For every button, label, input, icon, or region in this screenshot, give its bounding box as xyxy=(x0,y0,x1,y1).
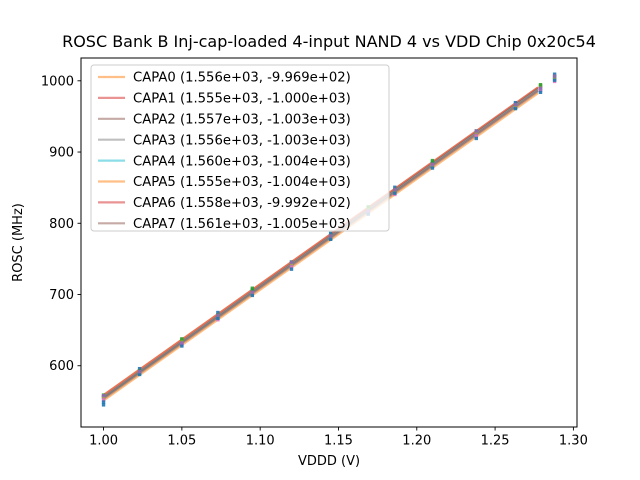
y-tick-label: 900 xyxy=(49,146,74,161)
data-point-capa6 xyxy=(180,337,184,341)
legend-label-capa6: CAPA6 (1.558e+03, -9.992e+02) xyxy=(133,196,351,211)
data-point-capa3 xyxy=(101,398,106,402)
fit-line-capa3 xyxy=(102,91,539,401)
legend-label-capa3: CAPA3 (1.556e+03, -1.003e+03) xyxy=(133,133,351,148)
data-point-capa5 xyxy=(430,166,435,170)
data-point-capa7 xyxy=(393,187,397,192)
y-tick-label: 1000 xyxy=(41,74,74,89)
data-point-capa7 xyxy=(101,393,106,398)
data-point-capa6 xyxy=(430,158,435,163)
tick-labels-layer: 1.00 1.05 1.10 1.15 1.20 1.25 1.30 600 700 800 900… xyxy=(41,74,588,448)
x-tick-label: 1.20 xyxy=(402,434,431,449)
legend-entry: CAPA2 (1.557e+03, -1.003e+03) xyxy=(98,113,351,128)
data-point-capa3 xyxy=(474,134,478,138)
legend-label-capa7: CAPA7 (1.561e+03, -1.005e+03) xyxy=(133,217,351,232)
data-point-capa5 xyxy=(552,78,557,82)
data-point-capa0 xyxy=(101,403,106,407)
data-point-capa7 xyxy=(474,129,478,133)
y-tick-label: 600 xyxy=(49,359,74,374)
data-point-capa5 xyxy=(250,293,255,298)
x-tick-label: 1.30 xyxy=(559,434,588,449)
data-point-capa7 xyxy=(430,162,435,166)
data-point-capa0 xyxy=(137,366,142,371)
data-point-capa5 xyxy=(137,372,142,377)
legend-entry: CAPA4 (1.560e+03, -1.004e+03) xyxy=(98,154,351,169)
legend-entry: CAPA0 (1.556e+03, -9.969e+02) xyxy=(98,71,351,86)
legend-label-capa5: CAPA5 (1.555e+03, -1.004e+03) xyxy=(133,175,351,190)
y-tick-label: 700 xyxy=(49,288,74,303)
data-point-capa7 xyxy=(513,102,518,107)
y-axis-label: ROSC (MHz) xyxy=(11,203,26,282)
x-tick-label: 1.25 xyxy=(481,434,510,449)
data-point-capa0 xyxy=(552,72,557,76)
data-point-capa7 xyxy=(328,234,333,238)
data-point-capa7 xyxy=(250,290,255,294)
legend-label-capa1: CAPA1 (1.555e+03, -1.000e+03) xyxy=(133,92,351,107)
plot-border xyxy=(80,57,578,428)
data-point-capa7 xyxy=(216,313,220,317)
data-point-capa6 xyxy=(250,286,255,290)
x-tick-label: 1.05 xyxy=(167,434,196,449)
data-point-capa6 xyxy=(538,83,543,87)
chart-title: ROSC Bank B Inj-cap-loaded 4-input NAND … xyxy=(62,32,596,51)
data-point-capa5 xyxy=(180,344,184,348)
fit-line-capa6 xyxy=(102,86,539,397)
legend-label-capa4: CAPA4 (1.560e+03, -1.004e+03) xyxy=(133,154,351,169)
legend-label-capa0: CAPA0 (1.556e+03, -9.969e+02) xyxy=(133,71,351,86)
data-point-capa5 xyxy=(513,106,518,111)
legend-entry: CAPA5 (1.555e+03, -1.004e+03) xyxy=(98,175,351,190)
legend-entry: CAPA6 (1.558e+03, -9.992e+02) xyxy=(98,196,351,211)
data-point-capa7 xyxy=(180,341,184,345)
data-point-capa5 xyxy=(216,316,220,321)
data-point-capa5 xyxy=(538,90,543,95)
data-point-capa5 xyxy=(101,400,106,404)
data-point-capa7 xyxy=(538,86,543,90)
data-point-capa3 xyxy=(538,88,543,92)
y-tick-label: 800 xyxy=(49,217,74,232)
legend-box xyxy=(90,64,390,232)
legend-entry: CAPA3 (1.556e+03, -1.003e+03) xyxy=(98,133,351,148)
x-tick-label: 1.10 xyxy=(246,434,275,449)
axes-layer xyxy=(77,57,578,431)
data-point-capa0 xyxy=(216,310,220,315)
data-point-capa7 xyxy=(137,369,142,374)
data-point-capa5 xyxy=(393,191,397,195)
fit-line-capa7 xyxy=(102,88,539,399)
legend-entry: CAPA7 (1.561e+03, -1.005e+03) xyxy=(98,217,351,232)
data-point-capa5 xyxy=(328,237,333,242)
data-point-capa5 xyxy=(289,267,294,271)
x-tick-label: 1.00 xyxy=(89,434,118,449)
data-point-capa7 xyxy=(289,260,294,264)
data-point-capa0 xyxy=(513,100,518,105)
fit-line-capa5 xyxy=(102,92,539,402)
legend: CAPA0 (1.556e+03, -9.969e+02) CAPA1 (1.55… xyxy=(90,64,390,232)
legend-label-capa2: CAPA2 (1.557e+03, -1.003e+03) xyxy=(133,113,351,128)
x-axis-label: VDDD (V) xyxy=(298,454,360,469)
data-point-capa3 xyxy=(289,265,294,269)
data-point-capa7 xyxy=(552,74,557,78)
legend-entry: CAPA1 (1.555e+03, -1.000e+03) xyxy=(98,92,351,107)
data-point-capa5 xyxy=(474,136,478,141)
data-point-capa0 xyxy=(328,231,333,236)
data-point-capa0 xyxy=(393,185,397,189)
x-tick-label: 1.15 xyxy=(324,434,353,449)
fit-lines-layer xyxy=(102,86,539,402)
